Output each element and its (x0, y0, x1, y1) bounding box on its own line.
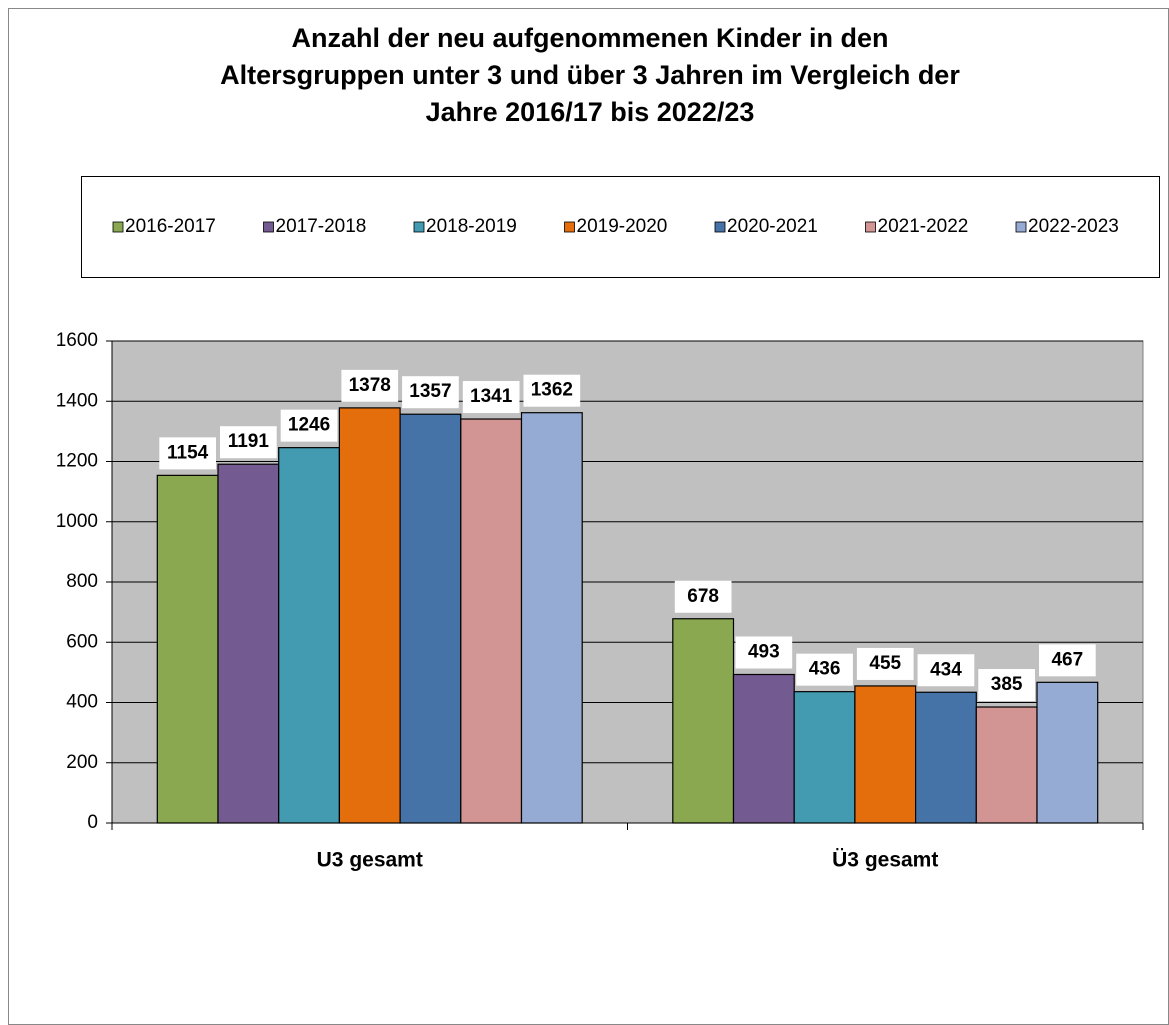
value-label: 1154 (167, 442, 209, 463)
legend-label: 2020-2021 (727, 216, 818, 237)
bar (1036, 681, 1099, 824)
value-label-box (917, 654, 975, 687)
bar (217, 463, 280, 824)
chart-title: Altersgruppen unter 3 und über 3 Jahren … (220, 60, 960, 90)
value-label-box (796, 653, 853, 686)
x-tick-label: Ü3 gesamt (832, 849, 938, 872)
value-label: 1191 (228, 431, 270, 452)
bar (460, 418, 523, 824)
legend-label: 2018-2019 (426, 216, 517, 237)
legend-swatch (865, 221, 876, 233)
bar (338, 407, 401, 824)
value-label: 434 (930, 659, 962, 680)
legend-swatch (564, 221, 575, 233)
value-label: 678 (687, 586, 719, 607)
bar (399, 413, 462, 824)
bar (672, 618, 735, 824)
value-label: 467 (1051, 649, 1083, 670)
bar (914, 691, 977, 824)
bar (793, 691, 856, 824)
y-tick-label: 1400 (56, 390, 98, 411)
value-label: 1341 (470, 386, 513, 407)
legend-label: 2017-2018 (276, 216, 367, 237)
value-label: 455 (869, 653, 901, 674)
value-label: 1246 (288, 415, 330, 436)
legend-swatch (413, 221, 425, 233)
value-label-box (280, 409, 338, 442)
bar (975, 706, 1038, 824)
legend-label: 2016-2017 (125, 216, 216, 237)
legend-swatch (714, 221, 726, 233)
bar (732, 673, 795, 824)
value-label-box (341, 369, 399, 402)
value-label-box (159, 437, 216, 470)
y-tick-label: 1000 (56, 511, 98, 532)
value-label: 493 (748, 641, 780, 662)
y-tick-label: 200 (66, 752, 98, 773)
value-label: 1378 (349, 375, 391, 396)
y-tick-label: 400 (66, 692, 98, 713)
legend-label: 2022-2023 (1028, 216, 1119, 237)
value-label-box (674, 580, 732, 613)
legend-label: 2019-2020 (577, 216, 668, 237)
value-label-box (856, 647, 914, 680)
value-label: 1357 (409, 381, 451, 402)
y-tick-label: 800 (66, 571, 98, 592)
bar (156, 474, 219, 824)
y-tick-label: 600 (66, 631, 98, 652)
y-tick-label: 1600 (56, 330, 98, 351)
chart-title: Jahre 2016/17 bis 2022/23 (426, 97, 755, 127)
value-label-box (462, 381, 520, 414)
value-label-box (978, 669, 1035, 702)
value-label-box (220, 426, 277, 459)
legend-swatch (263, 221, 274, 233)
value-label-box (402, 376, 459, 409)
bar (520, 412, 583, 824)
legend-label: 2021-2022 (878, 216, 969, 237)
value-label-box (1039, 644, 1096, 677)
value-label: 385 (991, 674, 1023, 695)
value-label: 1362 (531, 380, 573, 401)
y-tick-label: 1200 (56, 451, 98, 472)
value-label-box (523, 374, 581, 407)
chart-title: Anzahl der neu aufgenommenen Kinder in d… (291, 23, 888, 53)
y-tick-label: 0 (87, 812, 98, 833)
x-tick-label: U3 gesamt (317, 849, 423, 872)
legend-swatch (1015, 221, 1027, 233)
value-label-box (735, 636, 793, 669)
legend-swatch (112, 221, 124, 233)
bar (278, 447, 341, 824)
value-label: 436 (809, 659, 841, 680)
legend-box (81, 176, 1160, 278)
bar (854, 685, 917, 824)
